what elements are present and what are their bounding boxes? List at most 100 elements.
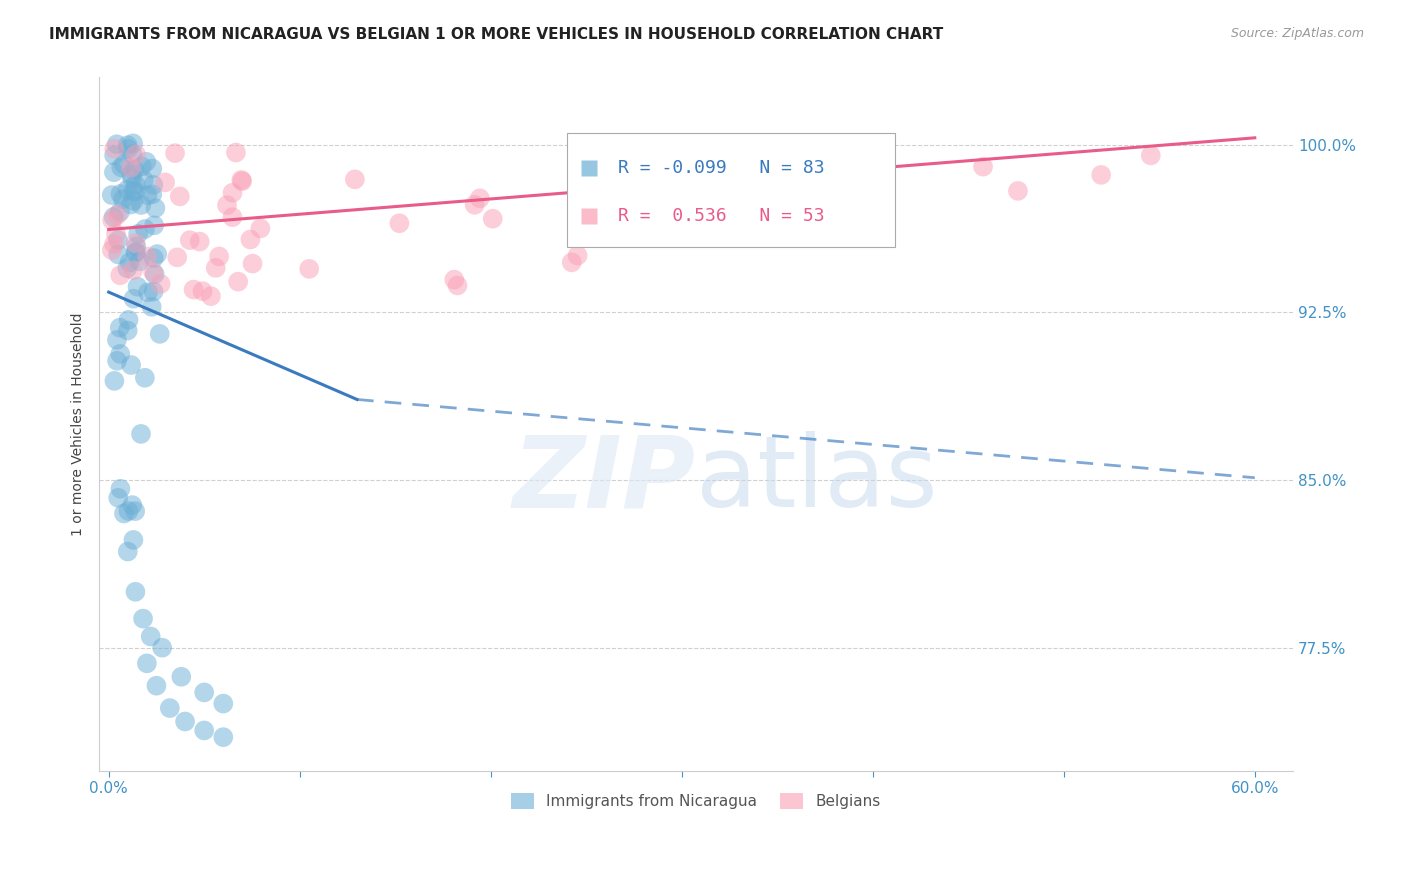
Point	[125, 147, 148, 161]
Point	[567, 248, 589, 262]
FancyBboxPatch shape	[567, 133, 896, 247]
Point	[120, 358, 142, 372]
Point	[108, 268, 131, 283]
Point	[124, 245, 146, 260]
Point	[135, 154, 157, 169]
Point	[122, 533, 145, 547]
Point	[343, 172, 366, 186]
Text: R = -0.099   N = 83: R = -0.099 N = 83	[619, 159, 825, 177]
Point	[136, 285, 159, 300]
Point	[120, 197, 142, 211]
Point	[120, 161, 142, 175]
Point	[179, 233, 201, 247]
Point	[110, 482, 132, 496]
Point	[193, 723, 215, 738]
Point	[124, 584, 146, 599]
Point	[141, 161, 163, 176]
Point	[105, 353, 128, 368]
Point	[972, 160, 994, 174]
Point	[239, 232, 262, 246]
Point	[132, 612, 155, 626]
Point	[110, 186, 132, 201]
Point	[146, 247, 169, 261]
Point	[136, 250, 159, 264]
Point	[443, 272, 465, 286]
Point	[108, 205, 131, 219]
Point	[142, 178, 165, 192]
Point	[174, 714, 197, 729]
Point	[149, 277, 172, 291]
Point	[191, 284, 214, 298]
Point	[1090, 168, 1112, 182]
Point	[212, 730, 235, 744]
Point	[221, 186, 243, 200]
Point	[121, 147, 143, 161]
Point	[212, 697, 235, 711]
Point	[188, 235, 211, 249]
Point	[117, 183, 139, 197]
Point	[112, 157, 135, 171]
Point	[124, 185, 146, 199]
Point	[231, 173, 253, 187]
Point	[121, 498, 143, 512]
Point	[1139, 148, 1161, 162]
Point	[111, 192, 134, 206]
Point	[215, 198, 238, 212]
Point	[117, 504, 139, 518]
Point	[110, 161, 132, 175]
Point	[103, 142, 125, 156]
Point	[129, 198, 152, 212]
Point	[118, 255, 141, 269]
Point	[103, 237, 125, 252]
Point	[231, 174, 253, 188]
Point	[142, 285, 165, 299]
Point	[866, 194, 889, 209]
Point	[115, 261, 138, 276]
Point	[105, 333, 128, 347]
Point	[183, 283, 205, 297]
Point	[468, 191, 491, 205]
Point	[136, 188, 159, 202]
Text: Source: ZipAtlas.com: Source: ZipAtlas.com	[1230, 27, 1364, 40]
Point	[103, 148, 125, 162]
Point	[481, 211, 503, 226]
Point	[117, 138, 139, 153]
Point	[200, 289, 222, 303]
Point	[221, 210, 243, 224]
Point	[446, 278, 468, 293]
Point	[139, 630, 162, 644]
Point	[141, 300, 163, 314]
Point	[242, 257, 264, 271]
Legend: Immigrants from Nicaragua, Belgians: Immigrants from Nicaragua, Belgians	[505, 787, 887, 815]
Point	[142, 251, 165, 265]
Point	[122, 292, 145, 306]
Point	[163, 146, 186, 161]
Point	[122, 263, 145, 277]
Point	[142, 265, 165, 279]
Point	[107, 233, 129, 247]
Point	[225, 145, 247, 160]
Point	[145, 679, 167, 693]
Point	[169, 189, 191, 203]
Point	[100, 188, 122, 202]
Point	[125, 178, 148, 192]
Y-axis label: 1 or more Vehicles in Household: 1 or more Vehicles in Household	[72, 312, 86, 536]
Point	[124, 162, 146, 177]
Point	[108, 320, 131, 334]
Point	[103, 165, 125, 179]
Point	[226, 275, 249, 289]
Point	[193, 685, 215, 699]
Point	[121, 171, 143, 186]
Text: IMMIGRANTS FROM NICARAGUA VS BELGIAN 1 OR MORE VEHICLES IN HOUSEHOLD CORRELATION: IMMIGRANTS FROM NICARAGUA VS BELGIAN 1 O…	[49, 27, 943, 42]
Point	[561, 255, 583, 269]
Point	[117, 544, 139, 558]
Point	[101, 213, 124, 227]
Text: ZIP: ZIP	[513, 431, 696, 528]
Point	[107, 247, 129, 261]
Point	[145, 201, 167, 215]
Point	[117, 324, 139, 338]
Point	[204, 260, 226, 275]
Point	[132, 173, 155, 187]
Point	[166, 250, 188, 264]
Point	[141, 187, 163, 202]
